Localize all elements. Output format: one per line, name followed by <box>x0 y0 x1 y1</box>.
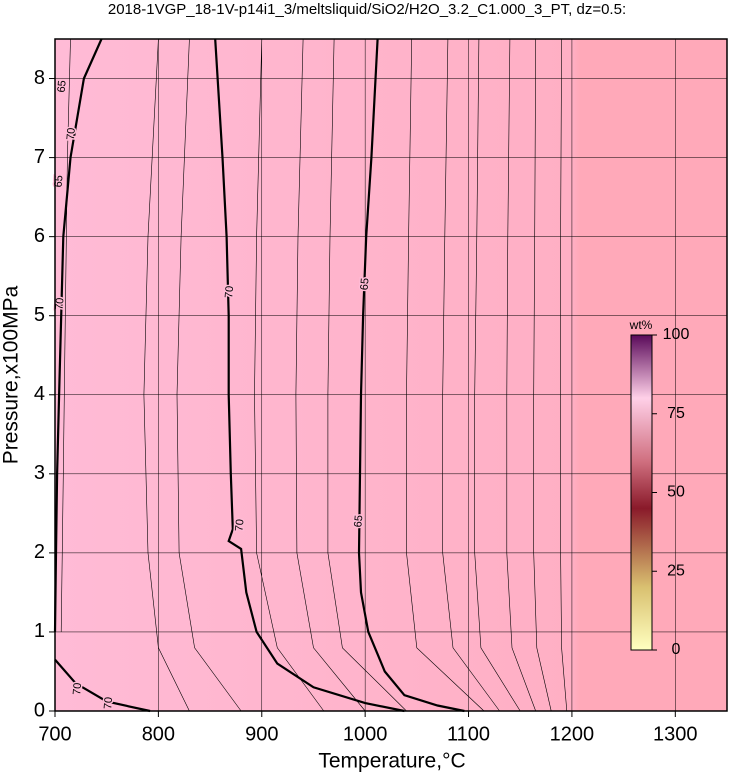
contour-label: 70 <box>65 127 78 140</box>
contour-line <box>533 38 552 712</box>
x-axis-label: Temperature,°C <box>318 750 465 773</box>
y-tick-label: 5 <box>34 304 45 326</box>
x-tick-label: 1100 <box>447 723 490 745</box>
x-tick-label: 1300 <box>653 723 698 745</box>
x-tick-label: 700 <box>38 723 71 745</box>
plot-background <box>55 39 727 711</box>
y-tick-label: 0 <box>34 699 45 721</box>
y-tick-label: 6 <box>34 225 45 247</box>
contour-line <box>406 38 485 712</box>
contour-line <box>357 38 465 713</box>
contour-line <box>474 38 521 712</box>
contour-label: 70 <box>71 682 84 695</box>
colorbar-label: wt% <box>629 318 653 332</box>
colorbar-tick-label: 50 <box>667 484 685 501</box>
contour-label: 70 <box>223 285 236 298</box>
y-tick-label: 1 <box>34 620 45 642</box>
contours <box>53 38 568 713</box>
contour-line <box>560 38 568 712</box>
colorbar-tick-label: 100 <box>663 326 690 343</box>
contour-line <box>176 38 242 712</box>
x-tick-label: 1200 <box>550 723 595 745</box>
contour-label: 70 <box>102 696 115 709</box>
y-tick-label: 3 <box>34 462 45 484</box>
plot-frame <box>54 38 728 712</box>
contour-line <box>54 658 151 713</box>
contour-label: 65 <box>352 515 365 528</box>
y-tick-label: 8 <box>34 67 45 89</box>
grid <box>54 39 727 712</box>
colorbar-ticks: 0 25 50 75 100 <box>652 326 689 658</box>
contour-label: 70 <box>54 297 67 310</box>
x-tick-label: 800 <box>142 723 175 745</box>
colorbar-tick-label: 75 <box>667 405 685 422</box>
contour-line <box>254 38 325 712</box>
contour-line <box>327 38 407 712</box>
contour-line <box>143 38 190 712</box>
x-tick-label: 900 <box>245 723 278 745</box>
contour-line <box>60 38 71 632</box>
x-tick-label: 1000 <box>343 723 388 745</box>
contour-label: 65 <box>359 277 372 290</box>
contour-line <box>53 38 103 632</box>
contour-line <box>506 38 536 712</box>
contour-label: 70 <box>233 519 246 532</box>
colorbar-tick-label: 0 <box>672 641 681 658</box>
contour-line <box>295 38 366 712</box>
colorbar <box>630 334 653 651</box>
contour-label: 65 <box>56 80 69 93</box>
contour-line <box>214 38 405 713</box>
y-tick-label: 2 <box>34 541 45 563</box>
y-tick-label: 7 <box>34 146 45 168</box>
y-tick-label: 4 <box>34 383 45 405</box>
contour-line <box>442 38 500 712</box>
colorbar-tick-label: 25 <box>667 562 685 579</box>
y-axis-label: Pressure,x100MPa <box>0 285 23 464</box>
chart-title: 2018-1VGP_18-1V-p14i1_3/meltsliquid/SiO2… <box>108 1 626 18</box>
